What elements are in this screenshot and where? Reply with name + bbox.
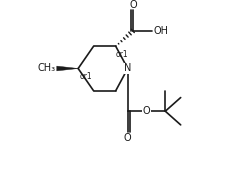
Text: OH: OH [153, 26, 168, 36]
Text: CH₃: CH₃ [38, 63, 56, 73]
Text: O: O [129, 0, 137, 10]
Text: or1: or1 [115, 50, 128, 59]
Text: O: O [143, 106, 150, 116]
Text: or1: or1 [80, 72, 92, 81]
Text: O: O [124, 133, 132, 143]
Polygon shape [57, 66, 78, 71]
Text: N: N [124, 64, 131, 74]
